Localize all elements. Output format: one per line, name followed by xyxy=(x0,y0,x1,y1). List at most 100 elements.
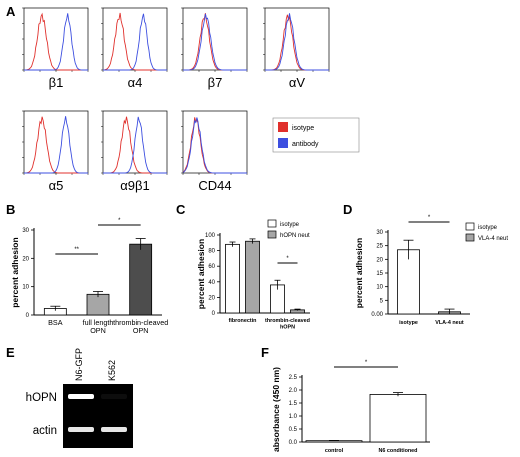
chart-f-category-label: control xyxy=(325,448,344,454)
chart-f-ytick-label: 0.5 xyxy=(289,427,298,433)
histogram-5-antibody-curve xyxy=(24,116,88,174)
panel-letter-b: B xyxy=(6,202,15,217)
chart-f-ytick-label: 0.0 xyxy=(289,440,298,446)
chart-d-ytick-label: 30 xyxy=(376,230,383,236)
gel-background xyxy=(63,384,133,448)
chart-d-ytick-label: 25 xyxy=(376,244,383,250)
histogram-legend: isotype antibody xyxy=(272,117,360,153)
chart-b-category-label: OPN xyxy=(90,326,106,335)
histogram-2-antibody-curve xyxy=(103,13,167,71)
histogram-4-antibody-curve xyxy=(265,13,329,71)
chart-c-ytick-label: 100 xyxy=(205,233,216,239)
chart-f-category-label: N6 conditioned xyxy=(379,448,418,454)
chart-f-ytick-label: 1.0 xyxy=(289,414,298,420)
histogram-4-marker-label: αV xyxy=(289,75,306,90)
panel-letter-c: C xyxy=(176,202,186,217)
chart-c-bar-isotype xyxy=(225,243,240,314)
chart-b-category-label: OPN xyxy=(133,326,149,335)
histogram-3-antibody-curve xyxy=(183,13,247,71)
gel-band xyxy=(101,394,127,399)
chart-f-ytick-label: 1.5 xyxy=(289,401,298,407)
chart-b-category-label: BSA xyxy=(48,318,63,327)
flow-histogram-panel: β1 α4 β7 αV α5 α9β1 CD44 xyxy=(22,7,330,193)
chart-c-category-label: hOPN xyxy=(280,325,295,331)
histogram-6-marker-label: α9β1 xyxy=(120,178,149,193)
chart-b-bar xyxy=(129,243,153,316)
histogram-4-isotype-curve xyxy=(265,14,329,71)
gel-panel: N6-GFP K562 hOPN actin xyxy=(26,348,133,448)
gel-band xyxy=(101,427,127,432)
gel-row-label: actin xyxy=(33,425,57,437)
chart-c-legend-swatch xyxy=(267,230,277,239)
chart-d-legend-label: isotype xyxy=(478,225,498,231)
gel-band xyxy=(68,394,94,399)
chart-b-ytick-label: 30 xyxy=(22,228,29,234)
panel-letter-e: E xyxy=(6,345,15,360)
panel-letter-a: A xyxy=(6,4,16,19)
chart-c-legend-swatch xyxy=(267,219,277,228)
histogram-1-isotype-curve xyxy=(23,12,88,71)
chart-c-ytick-label: 80 xyxy=(208,249,215,255)
legend-label-isotype: isotype xyxy=(292,125,314,132)
panel-letter-f: F xyxy=(261,345,269,360)
chart-f-ytick-label: 2.0 xyxy=(289,388,298,394)
histogram-7-frame xyxy=(182,110,248,174)
chart-d: 0.00 5 10 15 20 25 30 percent adhesion isotype VL… xyxy=(354,215,508,326)
histogram-7-isotype-curve xyxy=(182,117,247,174)
chart-b-category-label: full length xyxy=(83,318,114,327)
chart-c-ytick-label: 20 xyxy=(208,295,215,301)
chart-d-ytick-label: 0.00 xyxy=(371,312,383,318)
chart-f-ytick-label: 2.5 xyxy=(289,375,298,381)
chart-c-legend-label: hOPN neut xyxy=(280,233,310,239)
chart-d-ytick-label: 10 xyxy=(376,285,383,291)
histogram-1-marker-label: β1 xyxy=(49,75,64,90)
histogram-5-marker-label: α5 xyxy=(49,178,64,193)
chart-d-category-label: isotype xyxy=(399,320,418,326)
chart-c-legend-label: isotype xyxy=(280,222,300,228)
chart-c-ytick-label: 40 xyxy=(208,280,215,286)
gel-row-label: hOPN xyxy=(26,392,57,404)
histogram-2-marker-label: α4 xyxy=(128,75,143,90)
chart-b-ytick-label: 10 xyxy=(22,285,29,291)
chart-c-significance-label: * xyxy=(286,256,289,262)
chart-d-legend-swatch xyxy=(465,233,475,242)
chart-b-significance-label: * xyxy=(118,218,121,224)
chart-b-bar xyxy=(86,293,110,316)
legend-swatch-antibody xyxy=(278,138,288,148)
chart-c-ytick-label: 0 xyxy=(212,311,216,317)
chart-f-bar xyxy=(369,394,427,443)
chart-c-ylabel: percent adhesion xyxy=(196,239,206,309)
gel-band xyxy=(68,427,94,432)
chart-d-category-label: VLA-4 neut xyxy=(435,320,464,326)
gel-lane-label: K562 xyxy=(107,360,117,381)
chart-d-ytick-label: 15 xyxy=(376,271,383,277)
panel-letter-d: D xyxy=(343,202,352,217)
histogram-5-isotype-curve xyxy=(23,116,88,174)
chart-b-ylabel: percent adhesion xyxy=(10,237,20,307)
chart-d-ylabel: percent adhesion xyxy=(354,238,364,308)
chart-d-ytick-label: 5 xyxy=(380,298,384,304)
chart-c-ytick-label: 60 xyxy=(208,264,215,270)
chart-b-significance-label: ** xyxy=(74,247,79,253)
chart-f-significance-label: * xyxy=(365,360,368,366)
legend-swatch-isotype xyxy=(278,122,288,132)
chart-d-legend-swatch xyxy=(465,222,475,231)
gel-lane-label: N6-GFP xyxy=(74,348,84,381)
histogram-7-antibody-curve xyxy=(182,117,247,174)
chart-d-bar xyxy=(397,249,420,315)
histogram-6-antibody-curve xyxy=(103,116,167,174)
chart-d-ytick-label: 20 xyxy=(376,257,383,263)
histogram-2-frame xyxy=(102,7,168,71)
chart-f: 0.0 0.5 1.0 1.5 2.0 2.5 absorbance (450 nm) con… xyxy=(271,360,430,454)
histogram-7-marker-label: CD44 xyxy=(198,178,231,193)
chart-d-legend-label: VLA-4 neut xyxy=(478,236,508,242)
histogram-6-isotype-curve xyxy=(103,116,167,174)
chart-b-ytick-label: 20 xyxy=(22,256,29,262)
histogram-2-isotype-curve xyxy=(103,12,167,71)
chart-b-ytick-label: 0 xyxy=(26,313,30,319)
chart-c-bar-hopn-neut xyxy=(245,240,260,314)
histogram-1-antibody-curve xyxy=(24,13,88,71)
histogram-3-marker-label: β7 xyxy=(208,75,223,90)
